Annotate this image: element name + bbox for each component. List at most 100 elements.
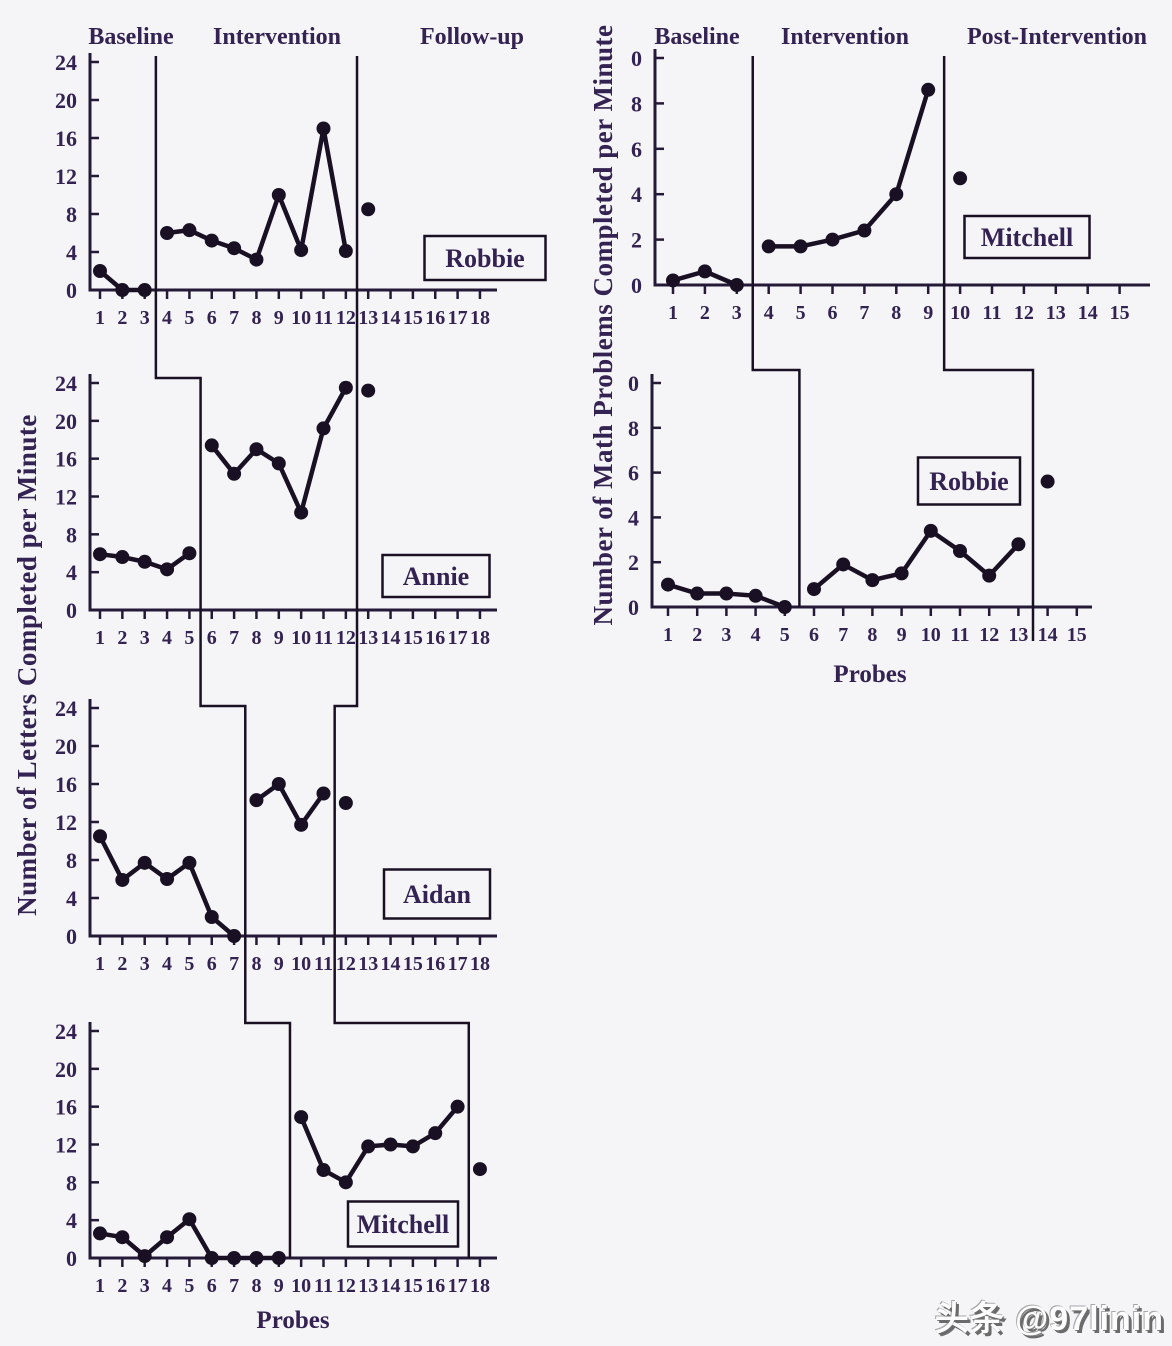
x-tick-label: 14 — [381, 307, 401, 329]
x-tick-label: 9 — [897, 624, 907, 646]
y-tick-label: 20 — [55, 88, 77, 113]
y-tick-label: 0 — [66, 278, 77, 303]
phase-label-intervention-left: Intervention — [213, 24, 341, 50]
y-tick-label: 8 — [66, 848, 77, 873]
y-tick-label: 24 — [55, 50, 77, 75]
x-tick-label: 18 — [470, 307, 490, 329]
x-tick-label: 10 — [291, 1275, 311, 1297]
data-point — [666, 273, 680, 288]
y-tick-label: 8 — [631, 91, 642, 116]
data-point — [982, 568, 997, 583]
left-y-axis-title: Number of Letters Completed per Minute — [12, 414, 42, 916]
phase-label-baseline-right: Baseline — [654, 24, 740, 50]
x-tick-label: 14 — [1038, 624, 1058, 646]
x-tick-label: 16 — [425, 307, 445, 329]
x-tick-label: 17 — [448, 1275, 468, 1297]
data-point — [204, 233, 219, 248]
data-point — [137, 855, 152, 870]
x-tick-label: 10 — [921, 624, 941, 646]
data-series-line — [766, 87, 931, 249]
y-tick-label: 6 — [631, 137, 642, 162]
x-tick-label: 1 — [668, 302, 678, 324]
data-point — [182, 1212, 197, 1227]
x-tick-label: 12 — [336, 627, 356, 649]
data-point — [294, 817, 309, 832]
data-point — [361, 383, 376, 398]
phase-boundary-line — [751, 56, 801, 607]
subject-label-box — [963, 214, 1091, 260]
data-point — [316, 786, 331, 801]
data-point — [316, 1163, 331, 1178]
x-tick-label: 18 — [470, 953, 490, 975]
x-tick-label: 16 — [425, 953, 445, 975]
subject-label-box — [346, 1200, 460, 1248]
y-tick-label: 20 — [55, 734, 77, 759]
data-point — [690, 586, 705, 601]
x-tick-label: 3 — [140, 627, 150, 649]
x-tick-label: 11 — [983, 302, 1002, 324]
data-point — [807, 582, 821, 597]
x-tick-label: 6 — [207, 627, 217, 649]
x-tick-label: 8 — [867, 624, 877, 646]
data-point — [923, 523, 938, 538]
y-tick-label: 12 — [55, 810, 77, 835]
y-tick-label: 8 — [628, 416, 639, 441]
x-tick-label: 18 — [470, 1275, 490, 1297]
data-point — [1040, 474, 1055, 489]
x-tick-label: 13 — [358, 953, 378, 975]
x-tick-label: 11 — [951, 624, 970, 646]
y-tick-label: 24 — [55, 1019, 77, 1044]
data-point — [889, 187, 904, 202]
x-tick-label: 14 — [381, 1275, 401, 1297]
data-point — [204, 1251, 219, 1265]
x-tick-label: 12 — [1014, 302, 1034, 324]
subject-label-box — [423, 234, 547, 282]
data-series-line — [254, 781, 326, 828]
data-point — [338, 1175, 353, 1190]
data-point — [160, 872, 175, 886]
x-tick-label: 4 — [764, 302, 774, 324]
data-point — [719, 586, 734, 601]
data-point — [383, 1137, 398, 1152]
y-tick-label: 4 — [631, 182, 642, 207]
y-tick-label: 20 — [55, 1057, 77, 1082]
x-tick-label: 10 — [950, 302, 970, 324]
y-tick-label: 16 — [55, 126, 77, 151]
data-point — [294, 505, 309, 520]
data-point — [953, 171, 968, 186]
data-point — [227, 466, 242, 481]
x-tick-label: 7 — [229, 1275, 239, 1297]
x-tick-label: 12 — [979, 624, 999, 646]
x-tick-label: 9 — [274, 953, 284, 975]
x-tick-label: 3 — [721, 624, 731, 646]
y-tick-label: 24 — [55, 696, 77, 721]
x-tick-label: 3 — [140, 307, 150, 329]
y-tick-label: 12 — [55, 485, 77, 510]
x-tick-label: 11 — [314, 953, 333, 975]
x-tick-label: 5 — [780, 624, 790, 646]
data-point — [93, 829, 107, 844]
data-point — [661, 577, 675, 592]
x-tick-label: 2 — [117, 627, 127, 649]
data-point — [227, 1251, 242, 1265]
data-point — [93, 1226, 107, 1241]
x-tick-label: 2 — [692, 624, 702, 646]
data-point — [93, 547, 107, 562]
phase-boundary-line — [154, 56, 292, 1258]
data-point — [294, 1110, 309, 1125]
x-tick-label: 2 — [117, 307, 127, 329]
data-point — [338, 380, 353, 395]
series-robbie_math — [661, 474, 1055, 614]
x-tick-label: 14 — [381, 953, 401, 975]
series-robbie_letters — [93, 121, 376, 297]
y-tick-label: 0 — [66, 1246, 77, 1271]
x-tick-label: 8 — [251, 627, 261, 649]
x-tick-label: 15 — [403, 307, 423, 329]
data-point — [182, 855, 197, 870]
y-tick-label: 12 — [55, 1133, 77, 1158]
x-tick-label: 15 — [403, 1275, 423, 1297]
x-tick-label: 13 — [358, 1275, 378, 1297]
